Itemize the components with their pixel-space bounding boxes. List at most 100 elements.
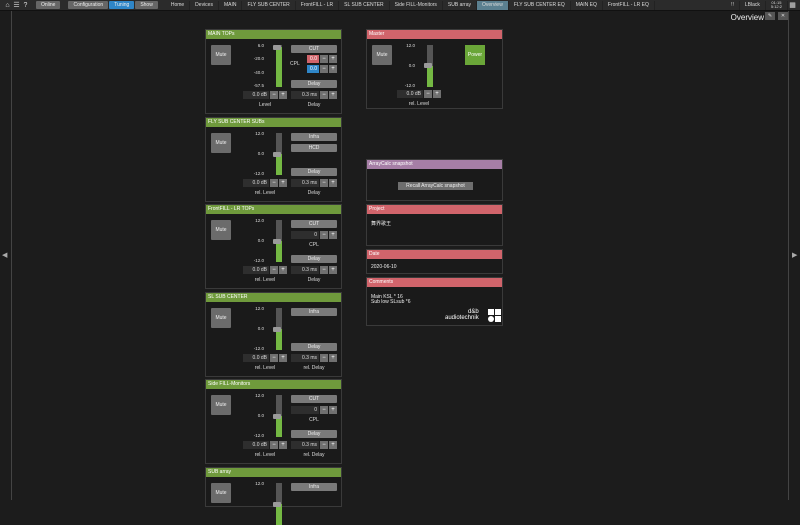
delay-field[interactable]: 0.3 ms (291, 179, 319, 187)
tab-sl-sub-center[interactable]: SL SUB CENTER (339, 0, 390, 10)
master-level-fader[interactable] (424, 45, 433, 87)
cut-button[interactable]: CUT (291, 220, 337, 228)
minus-button[interactable]: − (320, 231, 328, 239)
plus-button[interactable]: + (329, 55, 337, 63)
tab-devices[interactable]: Devices (190, 0, 219, 10)
delay-button[interactable]: Delay (291, 80, 337, 88)
delay-field[interactable]: 0.3 ms (291, 266, 319, 274)
scroll-left-icon[interactable]: ◀ (2, 252, 8, 259)
plus-button[interactable]: + (329, 65, 337, 73)
tab-side-fill-monitors[interactable]: Side FILL-Monitors (390, 0, 443, 10)
grid-icon[interactable]: ▦ (789, 2, 796, 9)
infra-button[interactable]: Infra (291, 133, 337, 141)
master-level-field[interactable]: 0.0 dB (397, 90, 423, 98)
mute-button[interactable]: Mute (211, 220, 231, 240)
minus-button[interactable]: − (320, 55, 328, 63)
fader-handle[interactable] (273, 44, 281, 50)
plus-button[interactable]: + (279, 179, 287, 187)
mute-button[interactable]: Mute (211, 308, 231, 328)
plus-button[interactable]: + (329, 91, 337, 99)
tab-main-eq[interactable]: MAIN EQ (571, 0, 603, 10)
level-fader[interactable] (273, 220, 282, 262)
plus-button[interactable]: + (329, 354, 337, 362)
tab-overview[interactable]: Overview (476, 0, 509, 10)
mode-tuning[interactable]: Tuning (109, 1, 135, 9)
plus-button[interactable]: + (433, 90, 441, 98)
fader-handle[interactable] (273, 151, 281, 157)
minus-button[interactable]: − (270, 354, 278, 362)
minus-button[interactable]: − (320, 91, 328, 99)
level-fader[interactable] (273, 308, 282, 350)
level-fader[interactable] (273, 395, 282, 437)
tab-frontfill-lr[interactable]: FrontFILL - LR (296, 0, 340, 10)
plus-button[interactable]: + (329, 179, 337, 187)
plus-button[interactable]: + (279, 91, 287, 99)
level-fader[interactable] (273, 483, 282, 525)
cpl-value-field[interactable]: 0 (291, 231, 319, 239)
master-mute-button[interactable]: Mute (372, 45, 392, 65)
cpl-value-field[interactable]: 0.0 (307, 55, 319, 63)
hcd-button[interactable]: HCD (291, 144, 337, 152)
tab-fly-sub-center-eq[interactable]: FLY SUB CENTER EQ (509, 0, 571, 10)
plus-button[interactable]: + (279, 266, 287, 274)
plus-button[interactable]: + (329, 406, 337, 414)
level-field[interactable]: 0.0 dB (243, 354, 269, 362)
minus-button[interactable]: − (320, 441, 328, 449)
plus-button[interactable]: + (329, 266, 337, 274)
cpl-value-field[interactable]: 0 (291, 406, 319, 414)
edit-button[interactable]: ✎ (765, 12, 775, 20)
level-field[interactable]: 0.0 dB (243, 441, 269, 449)
delay-field[interactable]: 0.3 ms (291, 91, 319, 99)
online-button[interactable]: Online (36, 1, 61, 9)
menu-icon[interactable]: ☰ (13, 2, 20, 9)
close-button[interactable]: ✕ (778, 12, 788, 20)
level-field[interactable]: 0.0 dB (243, 179, 269, 187)
level-fader[interactable] (273, 133, 282, 175)
tab-fly-sub-center[interactable]: FLY SUB CENTER (242, 0, 296, 10)
delay-button[interactable]: Delay (291, 430, 337, 438)
minus-button[interactable]: − (320, 65, 328, 73)
minus-button[interactable]: − (320, 179, 328, 187)
recall-arraycalc-button[interactable]: Recall ArrayCalc snapshot (398, 182, 473, 190)
minus-button[interactable]: − (270, 266, 278, 274)
delay-button[interactable]: Delay (291, 168, 337, 176)
infra-button[interactable]: Infra (291, 308, 337, 316)
fader-handle[interactable] (273, 413, 281, 419)
delay-button[interactable]: Delay (291, 255, 337, 263)
help-icon[interactable]: ? (23, 1, 28, 9)
level-field[interactable]: 0.0 dB (243, 266, 269, 274)
fader-handle[interactable] (424, 63, 432, 68)
minus-button[interactable]: − (320, 354, 328, 362)
level-field[interactable]: 0.0 dB (243, 91, 269, 99)
home-icon[interactable]: ⌂ (5, 1, 10, 9)
mute-button[interactable]: Mute (211, 483, 231, 503)
plus-button[interactable]: + (329, 441, 337, 449)
cut-button[interactable]: CUT (291, 45, 337, 53)
tab-frontfill-lr-eq[interactable]: FrontFILL - LR EQ (603, 0, 655, 10)
tab-home[interactable]: Home (166, 0, 191, 10)
mute-button[interactable]: Mute (211, 45, 231, 65)
delay-button[interactable]: Delay (291, 343, 337, 351)
fader-handle[interactable] (273, 501, 281, 507)
cut-button[interactable]: CUT (291, 395, 337, 403)
fader-handle[interactable] (273, 326, 281, 332)
delay-field[interactable]: 0.3 ms (291, 441, 319, 449)
power-button[interactable]: Power (465, 45, 485, 65)
infra-button[interactable]: Infra (291, 483, 337, 491)
level-fader[interactable] (273, 44, 282, 87)
minus-button[interactable]: − (424, 90, 432, 98)
scroll-right-icon[interactable]: ▶ (792, 252, 798, 259)
plus-button[interactable]: + (279, 441, 287, 449)
tab-main[interactable]: MAIN (219, 0, 243, 10)
mute-button[interactable]: Mute (211, 395, 231, 415)
minus-button[interactable]: − (320, 406, 328, 414)
minus-button[interactable]: − (270, 91, 278, 99)
minus-button[interactable]: − (270, 441, 278, 449)
delay-field[interactable]: 0.3 ms (291, 354, 319, 362)
mode-configuration[interactable]: Configuration (68, 1, 109, 9)
mute-button[interactable]: Mute (211, 133, 231, 153)
minus-button[interactable]: − (320, 266, 328, 274)
plus-button[interactable]: + (329, 231, 337, 239)
fader-handle[interactable] (273, 238, 281, 244)
minus-button[interactable]: − (270, 179, 278, 187)
